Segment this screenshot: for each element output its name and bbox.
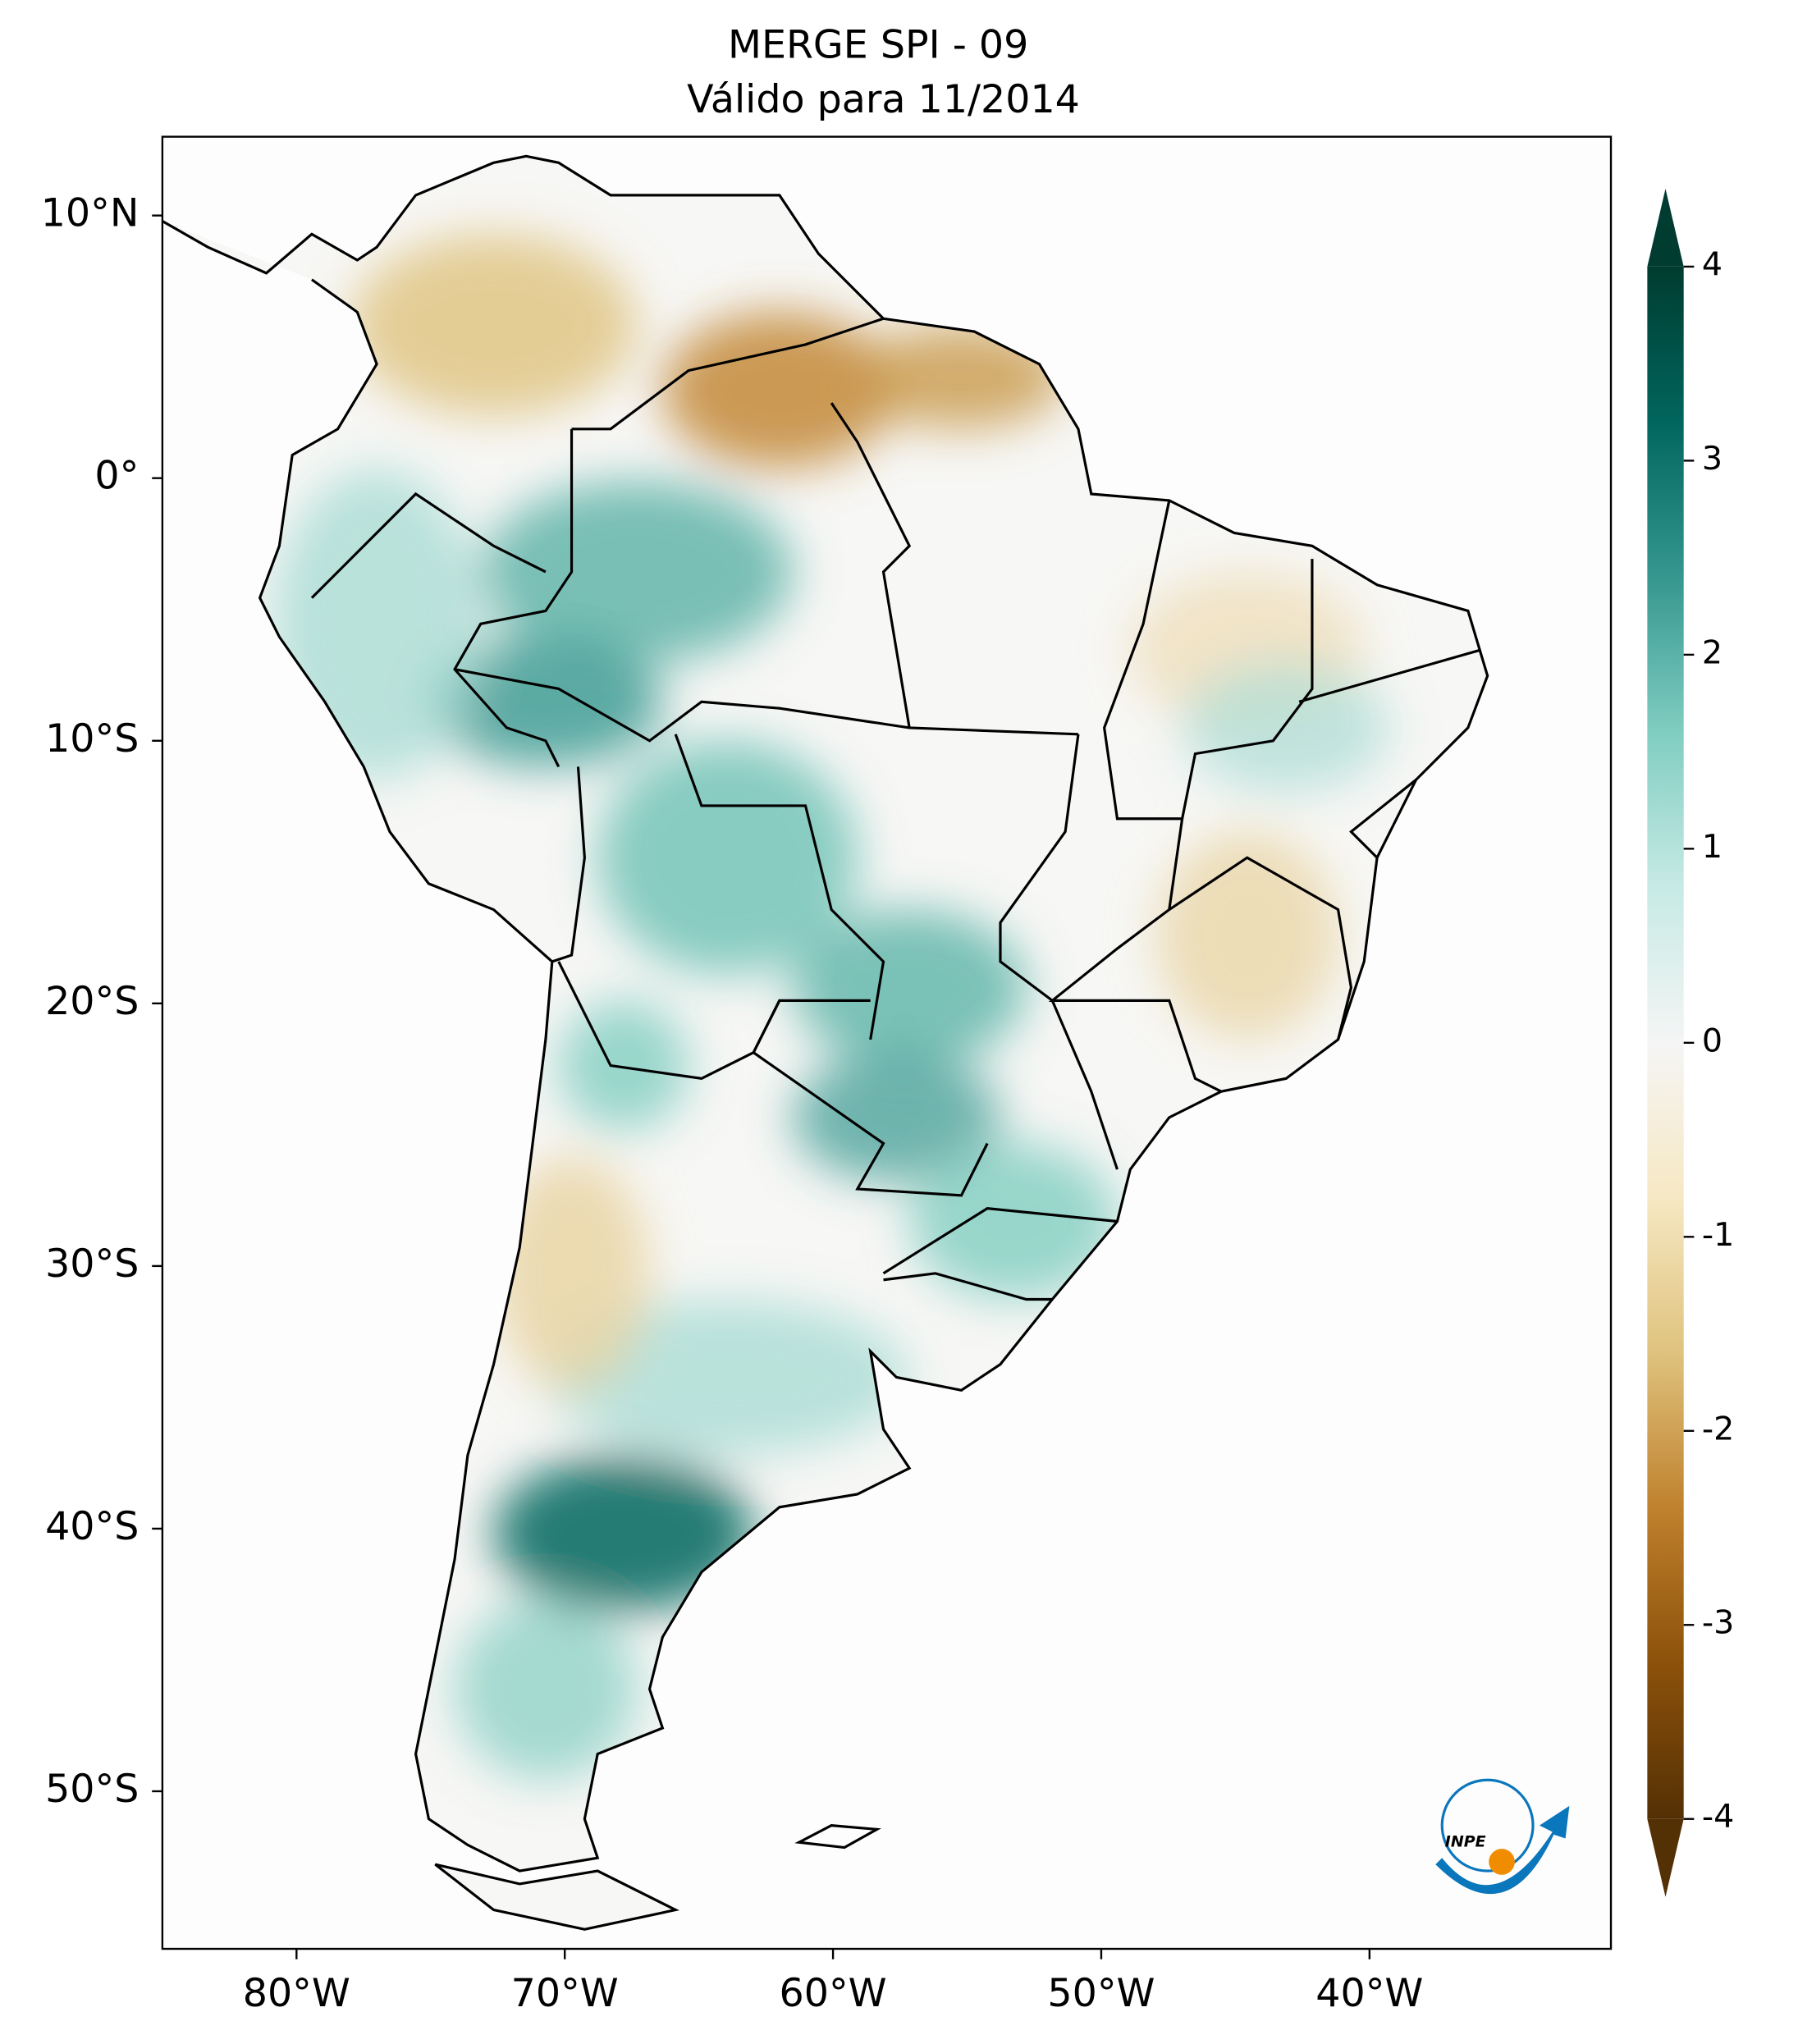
logo-ring <box>1440 1778 1535 1873</box>
y-tick-label: 0° <box>94 454 139 499</box>
x-tick-label: 70°W <box>511 1971 619 2016</box>
y-tick-label: 10°S <box>45 716 139 761</box>
subtitle: Válido para 11/2014 <box>687 77 1080 122</box>
y-tick-label: 20°S <box>45 979 139 1024</box>
colorbar-tick-label: -4 <box>1702 1798 1734 1836</box>
y-tick-label: 50°S <box>45 1767 139 1812</box>
logo-text: INPE <box>1445 1833 1486 1851</box>
colorbar-tick-label: 4 <box>1702 245 1723 283</box>
colorbar-tick-label: 1 <box>1702 828 1723 866</box>
x-tick-label: 60°W <box>780 1971 887 2016</box>
colorbar-tick-label: -3 <box>1702 1604 1734 1642</box>
y-tick-label: 40°S <box>45 1504 139 1549</box>
logo: INPE <box>1435 1778 1570 1895</box>
map-frame <box>161 135 1613 1950</box>
colorbar <box>1647 266 1684 1819</box>
colorbar-tick-label: 2 <box>1702 633 1723 671</box>
logo-sun <box>1489 1849 1515 1875</box>
colorbar-tick-label: 0 <box>1702 1022 1723 1059</box>
y-tick-label: 10°N <box>41 191 140 236</box>
colorbar-extend-max <box>1647 188 1684 267</box>
colorbar-tick-label: -1 <box>1702 1216 1734 1254</box>
colorbar-tick-label: 3 <box>1702 440 1723 478</box>
colorbar-tick-label: -2 <box>1702 1410 1734 1447</box>
title: MERGE SPI - 09 <box>728 22 1028 67</box>
x-tick-label: 50°W <box>1047 1971 1155 2016</box>
logo-arrow <box>1435 1805 1570 1895</box>
colorbar-extend-min <box>1647 1818 1684 1897</box>
y-tick-label: 30°S <box>45 1241 139 1287</box>
x-tick-label: 80°W <box>243 1971 350 2016</box>
borders <box>162 154 1489 1931</box>
x-tick-label: 40°W <box>1315 1971 1423 2016</box>
